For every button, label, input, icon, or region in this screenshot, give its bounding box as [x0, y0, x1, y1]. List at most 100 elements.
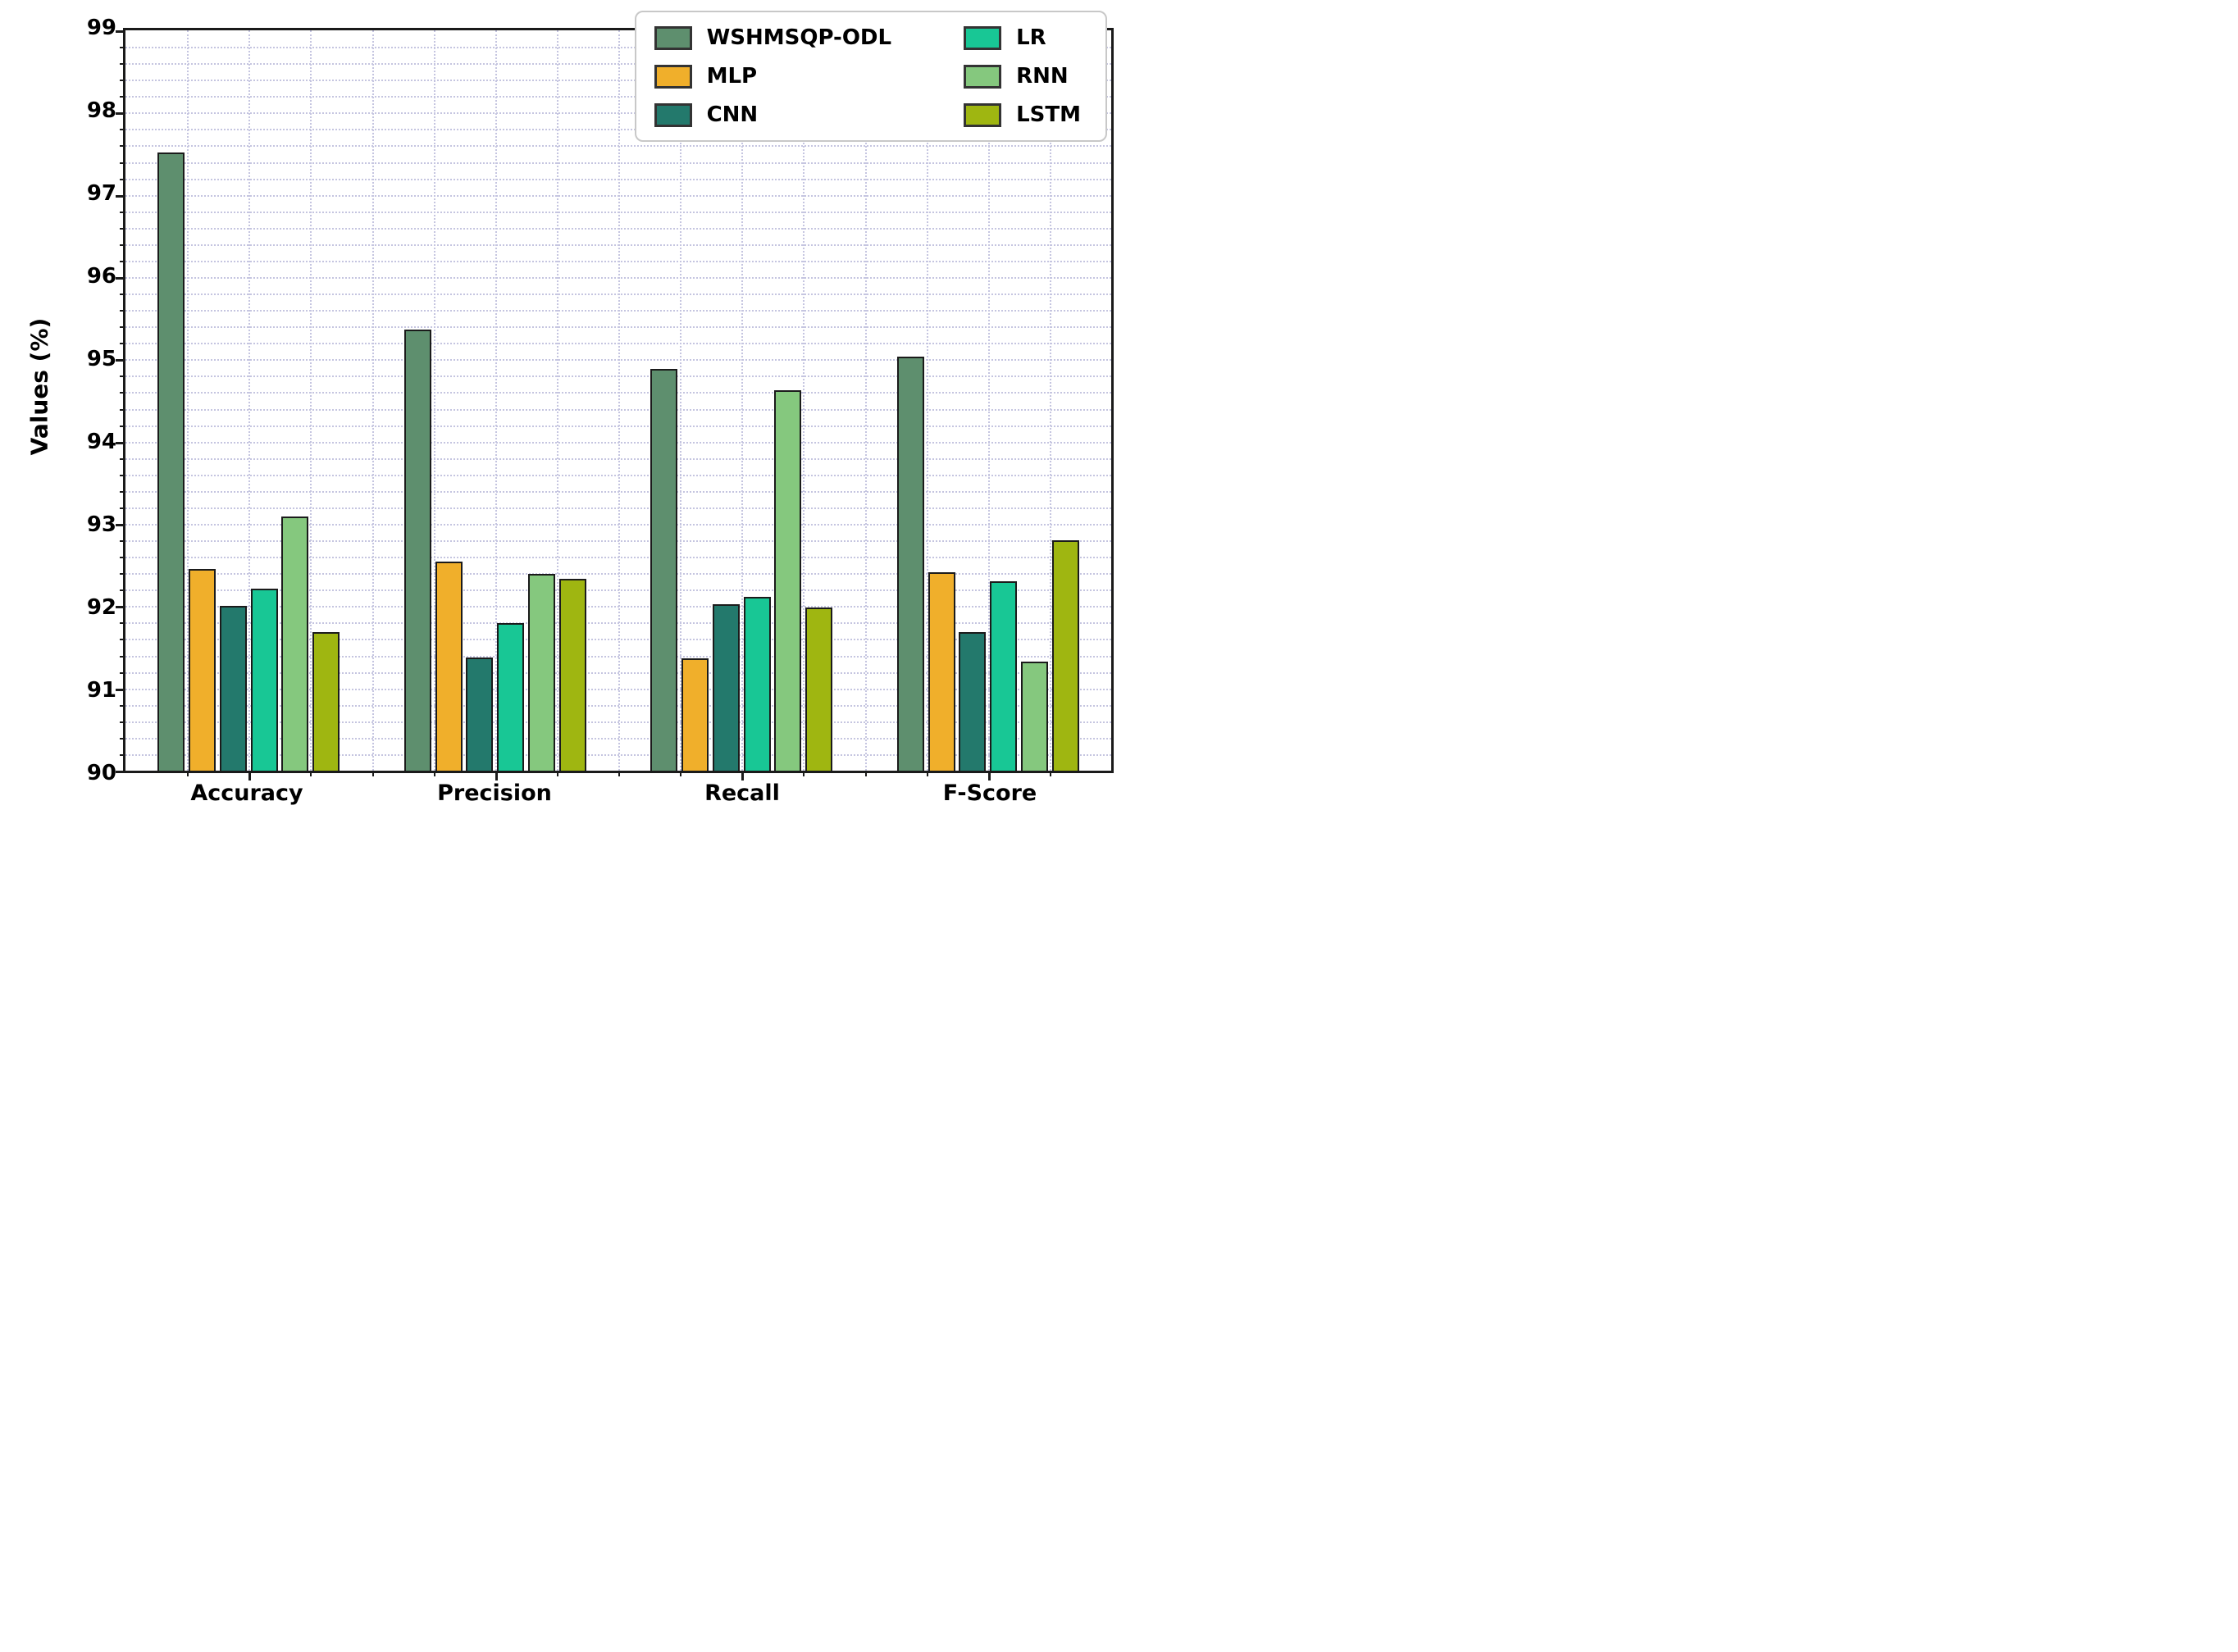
bar-lstm-accuracy — [312, 632, 340, 771]
x-minor-tick — [371, 771, 374, 776]
y-minor-tick — [120, 408, 125, 411]
y-minor-tick — [120, 129, 125, 131]
y-minor-tick — [120, 162, 125, 164]
bar-lr-f-score — [990, 581, 1018, 771]
legend-item-wshmsqp-odl: WSHMSQP-ODL — [654, 25, 892, 50]
legend-label: MLP — [706, 64, 758, 89]
x-gridline — [371, 30, 374, 771]
bar-chart-figure: Values (%) WSHMSQP-ODL MLP CNN LR RNN LSTM 90… — [0, 0, 1119, 826]
y-minor-tick — [120, 557, 125, 559]
y-tick-label: 96 — [86, 264, 116, 289]
x-major-tick — [741, 771, 745, 780]
x-gridline — [803, 30, 805, 771]
y-tick-label: 97 — [86, 181, 116, 206]
legend: WSHMSQP-ODL MLP CNN LR RNN LSTM — [634, 11, 1107, 142]
y-minor-tick — [120, 655, 125, 658]
bar-rnn-accuracy — [281, 516, 309, 771]
bar-mlp-precision — [435, 562, 463, 771]
y-minor-tick — [120, 457, 125, 460]
y-minor-tick — [120, 425, 125, 427]
y-tick-label: 90 — [86, 761, 116, 785]
y-minor-tick — [120, 80, 125, 82]
legend-label: LR — [1016, 25, 1046, 50]
y-minor-tick — [120, 671, 125, 674]
legend-swatch-wshmsqp-odl — [654, 25, 692, 50]
y-minor-tick — [120, 721, 125, 723]
legend-item-lstm: LSTM — [964, 102, 1081, 127]
y-major-tick — [116, 606, 125, 609]
x-major-tick — [987, 771, 991, 780]
y-major-tick — [116, 112, 125, 116]
x-gridline — [680, 30, 682, 771]
bar-mlp-f-score — [928, 572, 955, 771]
bar-cnn-recall — [712, 604, 740, 771]
legend-label: LSTM — [1016, 102, 1081, 127]
y-minor-tick — [120, 622, 125, 625]
legend-swatch-lstm — [964, 102, 1002, 127]
y-tick-label: 94 — [86, 430, 116, 454]
x-minor-tick — [433, 771, 435, 776]
bar-rnn-precision — [527, 574, 555, 771]
legend-swatch-cnn — [654, 102, 692, 127]
y-tick-label: 95 — [86, 347, 116, 371]
y-major-tick — [116, 276, 125, 280]
x-gridline — [433, 30, 435, 771]
plot-area — [116, 28, 1114, 780]
bar-cnn-precision — [466, 657, 494, 771]
bar-lr-precision — [497, 623, 525, 771]
bar-mlp-accuracy — [189, 569, 217, 771]
x-gridline — [926, 30, 928, 771]
y-minor-tick — [120, 310, 125, 312]
legend-swatch-rnn — [964, 64, 1002, 89]
y-minor-tick — [120, 392, 125, 394]
bar-lr-accuracy — [250, 589, 278, 771]
legend-label: RNN — [1016, 64, 1069, 89]
x-minor-tick — [1049, 771, 1051, 776]
y-minor-tick — [120, 737, 125, 740]
y-minor-tick — [120, 326, 125, 329]
y-minor-tick — [120, 63, 125, 66]
y-tick-label: 92 — [86, 595, 116, 620]
x-gridline — [495, 30, 497, 771]
y-minor-tick — [120, 260, 125, 262]
y-minor-tick — [120, 704, 125, 707]
x-tick-label-accuracy: Accuracy — [190, 780, 303, 806]
bar-group-accuracy — [125, 30, 372, 771]
x-gridline — [741, 30, 744, 771]
legend-label: WSHMSQP-ODL — [706, 25, 892, 50]
x-minor-tick — [618, 771, 620, 776]
y-minor-tick — [120, 507, 125, 509]
x-minor-tick — [926, 771, 928, 776]
legend-swatch-lr — [964, 25, 1002, 50]
legend-label: CNN — [706, 102, 759, 127]
bar-wshmsqp-odl-precision — [403, 330, 431, 771]
x-tick-label-recall: Recall — [704, 780, 780, 806]
y-tick-label: 99 — [86, 16, 116, 40]
y-minor-tick — [120, 490, 125, 493]
bar-cnn-accuracy — [219, 606, 247, 771]
y-minor-tick — [120, 589, 125, 592]
y-major-tick — [116, 771, 125, 773]
y-major-tick — [116, 30, 125, 33]
y-minor-tick — [120, 540, 125, 543]
y-minor-tick — [120, 145, 125, 148]
x-minor-tick — [803, 771, 805, 776]
y-minor-tick — [120, 573, 125, 576]
bar-lstm-f-score — [1051, 540, 1079, 771]
bar-lr-recall — [743, 597, 771, 771]
x-tick-label-precision: Precision — [437, 780, 552, 806]
y-major-tick — [116, 523, 125, 526]
y-minor-tick — [120, 294, 125, 296]
x-tick-label-f-score: F-Score — [942, 780, 1037, 806]
legend-item-cnn: CNN — [654, 102, 892, 127]
legend-item-mlp: MLP — [654, 64, 892, 89]
x-minor-tick — [680, 771, 682, 776]
x-minor-tick — [556, 771, 558, 776]
x-major-tick — [495, 771, 498, 780]
y-major-tick — [116, 688, 125, 691]
x-gridline — [248, 30, 251, 771]
y-minor-tick — [120, 227, 125, 230]
bar-wshmsqp-odl-f-score — [896, 357, 924, 771]
bar-group-recall — [618, 30, 865, 771]
bar-lstm-precision — [558, 579, 586, 771]
